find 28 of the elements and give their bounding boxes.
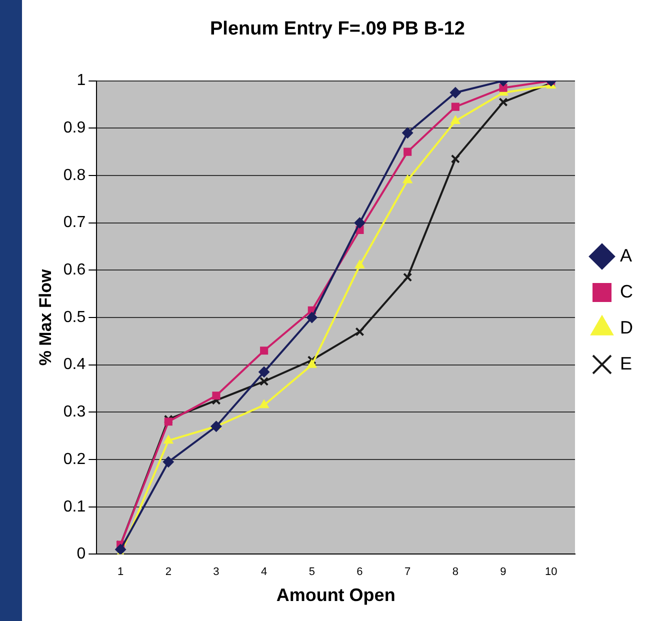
x-tick-label: 10 [544, 566, 558, 578]
x-tick-label: 6 [356, 566, 363, 578]
y-tick-label: 0.6 [63, 262, 86, 279]
y-tick-label: 0.7 [63, 214, 86, 232]
y-tick-label: 0 [76, 546, 86, 563]
y-tick-label: 0.8 [63, 166, 86, 184]
chart-title: Plenum Entry F=.09 PB B-12 [210, 18, 465, 40]
x-tick-label: 5 [308, 566, 315, 578]
y-tick-label: 0.2 [63, 450, 86, 468]
y-tick-label: 1 [76, 72, 86, 90]
x-tick-label: 1 [118, 566, 124, 578]
x-tick-label: 2 [165, 566, 172, 578]
y-tick-label: 0.4 [63, 356, 86, 374]
y-tick-label: 0.5 [63, 308, 86, 326]
y-tick-label: 0.1 [63, 498, 86, 516]
x-axis-title: Amount Open [276, 585, 396, 606]
legend-label: E [620, 353, 632, 374]
x-tick-label: 8 [452, 566, 458, 578]
x-tick-label: 7 [404, 566, 411, 578]
x-tick-label: 3 [213, 566, 220, 578]
legend-label: C [620, 281, 633, 302]
y-axis-title: % Max Flow [36, 268, 55, 366]
y-tick-label: 0.9 [63, 120, 86, 137]
y-tick-label: 0.3 [63, 404, 86, 421]
x-tick-label: 4 [261, 566, 268, 578]
legend-label: D [620, 317, 633, 338]
x-tick-label: 9 [500, 566, 506, 578]
legend-label: A [620, 245, 632, 266]
